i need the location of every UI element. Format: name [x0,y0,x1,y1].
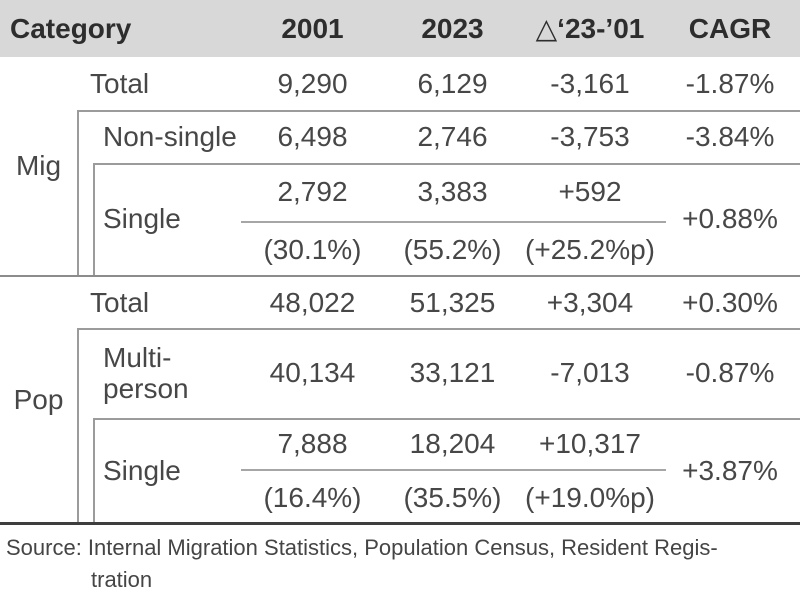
value-cagr: +0.30% [682,286,778,318]
row-label: Total [90,286,150,318]
value-2023: 51,325 [409,286,496,318]
mig-single-box-top-border [93,163,800,165]
value-delta: -7,013 [550,357,630,388]
section-divider-line [0,275,800,277]
table-row-pop-multiperson: Multi-person 40,134 33,121 -7,013 -0.87% [0,328,800,418]
row-label: Multi-person [103,342,189,404]
value-delta: +10,317 [539,428,641,459]
source-note: Source: Internal Migration Statistics, P… [6,532,798,596]
mig-single-box-left-border [93,163,95,275]
pop-single-box-left-border [93,418,95,523]
share-delta: (+25.2%p) [525,233,655,265]
pop-single-box-top-border [93,418,800,420]
header-delta: △‘23-’01 [535,13,645,44]
mig-subgroup-top-border [77,110,800,112]
value-2023: 6,129 [417,67,488,99]
share-delta: (+19.0%p) [525,481,655,513]
source-note-line1: Source: Internal Migration Statistics, P… [6,535,718,560]
pop-single-values-subrow: 7,888 18,204 +10,317 [0,418,800,470]
value-delta: +592 [558,176,622,207]
value-cagr: +0.88% [682,203,778,234]
table-row-mig-total: Total 9,290 6,129 -3,161 -1.87% [0,57,800,110]
table-row-pop-total: Total 48,022 51,325 +3,304 +0.30% [0,277,800,328]
share-2023: (35.5%) [403,481,502,513]
table-header-row: Category 2001 2023 △‘23-’01 CAGR [0,0,800,57]
mig-single-shares-subrow: (30.1%) (55.2%) (+25.2%p) [0,224,800,275]
value-delta: -3,161 [550,67,630,99]
row-label: Total [90,67,150,99]
share-2023: (55.2%) [403,233,502,265]
value-2023: 18,204 [409,428,496,459]
value-cagr: +3.87% [682,454,778,486]
header-cagr: CAGR [688,12,772,44]
header-2023: 2023 [421,12,484,44]
share-2001: (30.1%) [263,233,362,265]
value-2023: 2,746 [417,120,488,152]
value-2001: 48,022 [269,286,356,318]
value-cagr: -1.87% [685,67,775,99]
value-cagr: -0.87% [685,357,775,388]
pop-single-shares-subrow: (16.4%) (35.5%) (+19.0%p) [0,472,800,523]
value-2023: 3,383 [417,176,488,207]
row-label: Non-single [103,120,237,152]
header-2001: 2001 [281,12,344,44]
mig-single-values-subrow: 2,792 3,383 +592 [0,163,800,221]
row-label: Single [103,203,181,234]
value-2023: 33,121 [409,357,496,388]
table-bottom-border [0,522,800,525]
pop-subgroup-left-border [77,328,79,523]
header-category: Category [10,12,132,44]
source-note-line2: tration [91,567,153,592]
table-row-mig-nonsingle: Non-single 6,498 2,746 -3,753 -3.84% [0,110,800,163]
share-2001: (16.4%) [263,481,362,513]
value-2001: 6,498 [277,120,348,152]
pop-subgroup-top-border [77,328,800,330]
mig-single-fraction-line [241,221,666,223]
value-delta: +3,304 [546,286,634,318]
value-2001: 2,792 [277,176,348,207]
value-cagr: -3.84% [685,120,775,152]
table-row-pop-single: Single +3.87% [0,418,800,523]
row-label: Single [103,454,181,486]
value-2001: 7,888 [277,428,348,459]
group-label-mig: Mig [15,150,62,181]
table-row-mig-single: Single +0.88% [0,163,800,275]
mig-subgroup-left-border [77,110,79,275]
value-2001: 9,290 [277,67,348,99]
group-label-pop: Pop [13,384,64,415]
value-2001: 40,134 [269,357,356,388]
pop-single-fraction-line [241,469,666,471]
value-delta: -3,753 [550,120,630,152]
